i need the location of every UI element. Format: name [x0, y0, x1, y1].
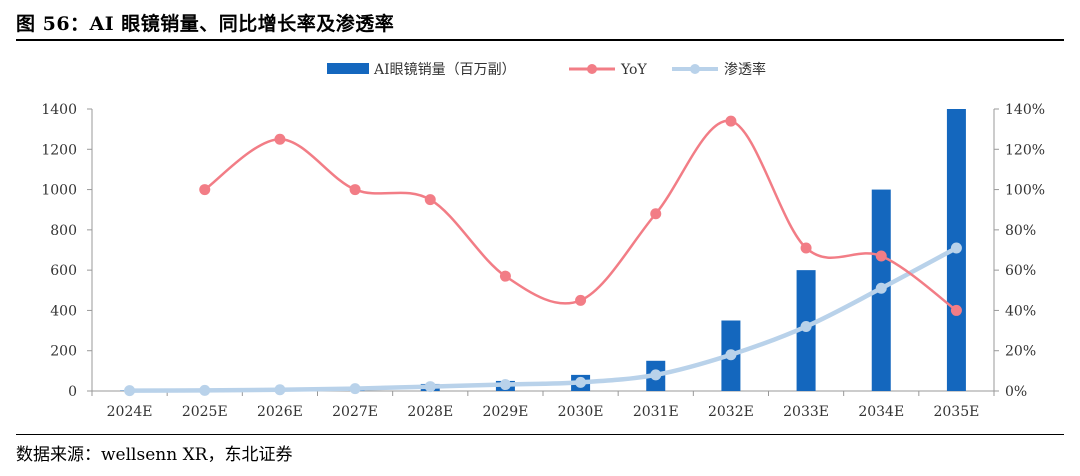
bar-series-sales	[120, 109, 966, 391]
legend-swatch-sales	[327, 63, 369, 74]
point-penetration-2024E	[124, 385, 136, 397]
x-tick-label: 2030E	[558, 404, 604, 420]
point-yoy-2030E	[575, 294, 587, 306]
y-left-tick-label: 400	[50, 303, 77, 319]
point-penetration-2025E	[199, 384, 211, 396]
y-left-tick-label: 0	[68, 384, 77, 400]
point-penetration-2028E	[424, 381, 436, 393]
point-yoy-2032E	[725, 115, 737, 127]
figure-title: 图 56：AI 眼镜销量、同比增长率及渗透率	[16, 13, 395, 35]
y-right-tick-label: 40%	[1005, 303, 1036, 319]
x-tick-label: 2031E	[633, 404, 679, 420]
y-right-tick-label: 140%	[1005, 102, 1045, 118]
x-tick-label: 2034E	[858, 404, 904, 420]
point-yoy-2025E	[199, 184, 211, 196]
x-tick-label: 2035E	[933, 404, 979, 420]
y-left-tick-label: 200	[50, 344, 77, 360]
line-penetration	[129, 246, 958, 393]
point-penetration-2026E	[274, 384, 286, 396]
y-right-tick-label: 120%	[1005, 142, 1045, 158]
y-left-tick-label: 1400	[41, 102, 77, 118]
source-note: 数据来源：wellsenn XR，东北证券	[16, 445, 293, 465]
legend-marker-yoy	[587, 64, 597, 74]
y-right-tick-label: 60%	[1005, 263, 1036, 279]
title-rule	[16, 39, 1064, 41]
y-left-tick-label: 800	[50, 223, 77, 239]
legend-label-yoy: YoY	[620, 62, 647, 78]
y-left-tick-label: 1000	[41, 183, 77, 199]
chart: AI眼镜销量（百万副） YoY 渗透率 0 200 400 600 800 1000 120…	[41, 61, 1045, 420]
source-rule	[16, 434, 1064, 435]
line-yoy	[204, 119, 958, 312]
x-tick-label: 2029E	[482, 404, 528, 420]
point-yoy-2028E	[424, 194, 436, 206]
point-yoy-2027E	[349, 184, 361, 196]
point-penetration-2033E	[800, 321, 812, 333]
y-left-tick-label: 1200	[41, 142, 77, 158]
point-yoy-2026E	[274, 133, 286, 145]
point-penetration-2029E	[499, 379, 511, 391]
y-right-tick-label: 80%	[1005, 223, 1036, 239]
point-penetration-2030E	[575, 376, 587, 388]
x-tick-label: 2027E	[332, 404, 378, 420]
y-right-tick-label: 0%	[1005, 384, 1027, 400]
point-yoy-2033E	[800, 242, 812, 254]
x-tick-label: 2024E	[107, 404, 153, 420]
x-tick-label: 2028E	[407, 404, 453, 420]
point-yoy-2031E	[650, 208, 662, 220]
point-penetration-2032E	[725, 349, 737, 361]
point-penetration-2034E	[875, 282, 887, 294]
point-yoy-2035E	[950, 304, 962, 316]
x-tick-label: 2033E	[783, 404, 829, 420]
axes: 0 200 400 600 800 1000 1200 1400 0% 20% 40% 60% 80% 1…	[41, 102, 1045, 420]
x-tick-label: 2026E	[257, 404, 303, 420]
legend-label-penetration: 渗透率	[724, 61, 766, 78]
x-tick-label: 2032E	[708, 404, 754, 420]
point-penetration-2031E	[650, 369, 662, 381]
x-tick-label: 2025E	[182, 404, 228, 420]
point-yoy-2034E	[875, 250, 887, 262]
point-yoy-2029E	[499, 270, 511, 282]
y-right-tick-label: 20%	[1005, 344, 1036, 360]
point-penetration-2027E	[349, 383, 361, 395]
line-series	[124, 115, 962, 397]
legend-marker-penetration	[690, 64, 700, 74]
y-left-tick-label: 600	[50, 263, 77, 279]
point-penetration-2035E	[950, 242, 962, 254]
legend: AI眼镜销量（百万副） YoY 渗透率	[327, 61, 766, 78]
y-right-tick-label: 100%	[1005, 183, 1045, 199]
legend-label-sales: AI眼镜销量（百万副）	[373, 62, 516, 78]
